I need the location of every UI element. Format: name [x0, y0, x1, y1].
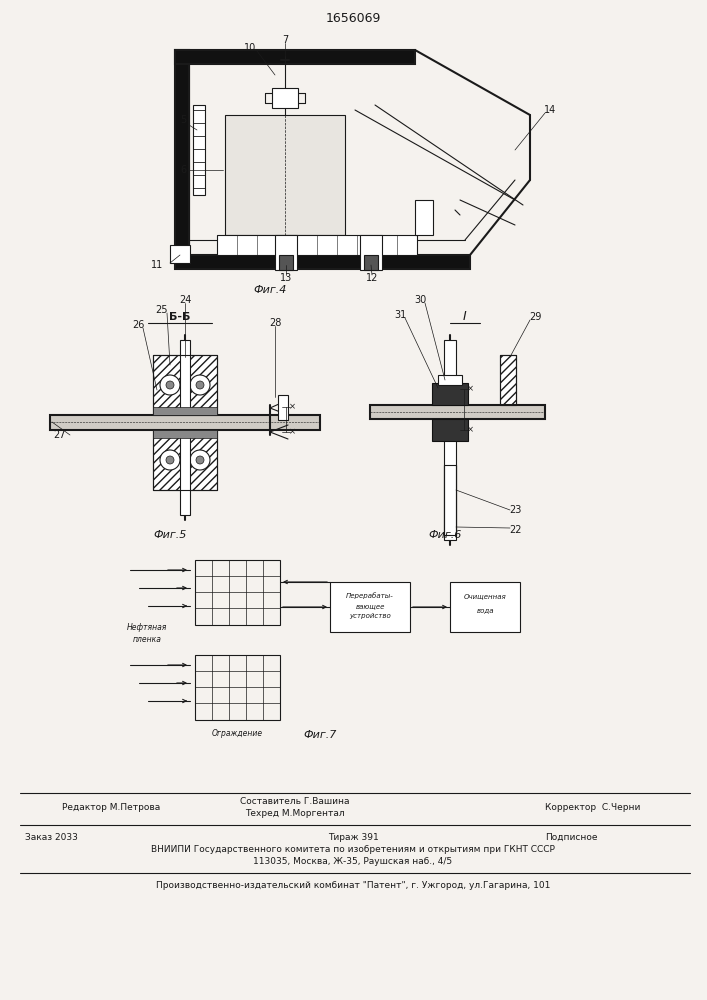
Bar — [175, 255, 470, 269]
Text: 1656069: 1656069 — [325, 11, 380, 24]
Bar — [225, 115, 345, 235]
Bar — [153, 430, 217, 490]
Text: ×: × — [467, 384, 474, 393]
Circle shape — [166, 381, 174, 389]
Bar — [438, 375, 462, 385]
Text: Фиг.4: Фиг.4 — [253, 285, 286, 295]
Bar — [444, 465, 456, 535]
Circle shape — [196, 456, 204, 464]
Text: Нефтяная: Нефтяная — [127, 624, 167, 633]
Circle shape — [420, 208, 428, 216]
Text: 13: 13 — [280, 273, 292, 283]
Text: Фиг.5: Фиг.5 — [153, 530, 187, 540]
Text: вода: вода — [477, 607, 493, 613]
Bar — [153, 430, 217, 490]
Text: 26: 26 — [132, 320, 144, 330]
Bar — [275, 235, 297, 270]
Bar — [180, 340, 190, 515]
Bar — [193, 105, 205, 195]
Text: Заказ 2033: Заказ 2033 — [25, 832, 78, 842]
Bar — [364, 255, 378, 270]
Text: ×: × — [288, 428, 296, 436]
Bar — [170, 245, 190, 263]
Text: Фиг.7: Фиг.7 — [303, 730, 337, 740]
Bar — [370, 405, 545, 419]
Text: 28: 28 — [269, 318, 281, 328]
Text: Подписное: Подписное — [545, 832, 597, 842]
Text: Редактор М.Петрова: Редактор М.Петрова — [62, 804, 160, 812]
Text: 5: 5 — [180, 115, 186, 125]
Bar — [330, 582, 410, 632]
Bar — [432, 419, 468, 441]
Text: I: I — [463, 310, 467, 324]
Bar — [50, 415, 320, 430]
Bar — [279, 255, 293, 270]
Bar — [432, 383, 468, 405]
Text: Тираж 391: Тираж 391 — [327, 832, 378, 842]
Bar — [450, 582, 520, 632]
Circle shape — [160, 375, 180, 395]
Text: ×: × — [467, 426, 474, 434]
Bar — [500, 355, 516, 405]
Text: 7: 7 — [282, 35, 288, 45]
Text: 12: 12 — [366, 273, 378, 283]
Circle shape — [190, 375, 210, 395]
Text: Перерабаты-: Перерабаты- — [346, 593, 394, 599]
Text: Фиг.6: Фиг.6 — [428, 530, 462, 540]
Bar — [195, 560, 280, 625]
Text: 27: 27 — [54, 430, 66, 440]
Text: Ограждение: Ограждение — [211, 730, 262, 738]
Text: 30: 30 — [414, 295, 426, 305]
Bar — [195, 655, 280, 720]
Bar — [153, 355, 217, 415]
Bar — [444, 340, 456, 540]
Text: устройство: устройство — [349, 613, 391, 619]
Bar — [217, 235, 417, 255]
Text: Производственно-издательский комбинат "Патент", г. Ужгород, ул.Гагарина, 101: Производственно-издательский комбинат "П… — [156, 882, 550, 890]
Text: 6: 6 — [180, 165, 186, 175]
Text: 10: 10 — [244, 43, 256, 53]
Text: Корректор  С.Черни: Корректор С.Черни — [545, 804, 641, 812]
Text: вающее: вающее — [356, 603, 385, 609]
Circle shape — [420, 223, 428, 231]
Circle shape — [160, 450, 180, 470]
Text: 22: 22 — [509, 525, 521, 535]
Bar — [153, 430, 217, 438]
Bar — [278, 395, 288, 420]
Bar — [360, 235, 382, 270]
Bar — [500, 355, 516, 405]
Text: 11: 11 — [151, 260, 163, 270]
Text: 29: 29 — [529, 312, 541, 322]
Text: 14: 14 — [544, 105, 556, 115]
Text: 23: 23 — [509, 505, 521, 515]
Bar — [415, 200, 433, 235]
Text: 113035, Москва, Ж-35, Раушская наб., 4/5: 113035, Москва, Ж-35, Раушская наб., 4/5 — [253, 856, 452, 865]
Bar — [272, 88, 298, 108]
Text: 25: 25 — [156, 305, 168, 315]
Text: 24: 24 — [179, 295, 191, 305]
Text: Б-Б: Б-Б — [169, 312, 191, 322]
Text: Очищенная: Очищенная — [464, 593, 506, 599]
Bar — [175, 50, 189, 255]
Bar — [153, 355, 217, 415]
Bar — [153, 407, 217, 415]
Text: 31: 31 — [394, 310, 406, 320]
Text: Составитель Г.Вашина: Составитель Г.Вашина — [240, 798, 350, 806]
Circle shape — [196, 381, 204, 389]
Text: ×: × — [288, 402, 296, 412]
Bar — [444, 465, 456, 535]
Text: пленка: пленка — [133, 635, 161, 644]
Bar — [175, 50, 415, 64]
Text: ВНИИПИ Государственного комитета по изобретениям и открытиям при ГКНТ СССР: ВНИИПИ Государственного комитета по изоб… — [151, 846, 555, 854]
Circle shape — [166, 456, 174, 464]
Circle shape — [190, 450, 210, 470]
Text: Техред М.Моргентал: Техред М.Моргентал — [245, 810, 345, 818]
